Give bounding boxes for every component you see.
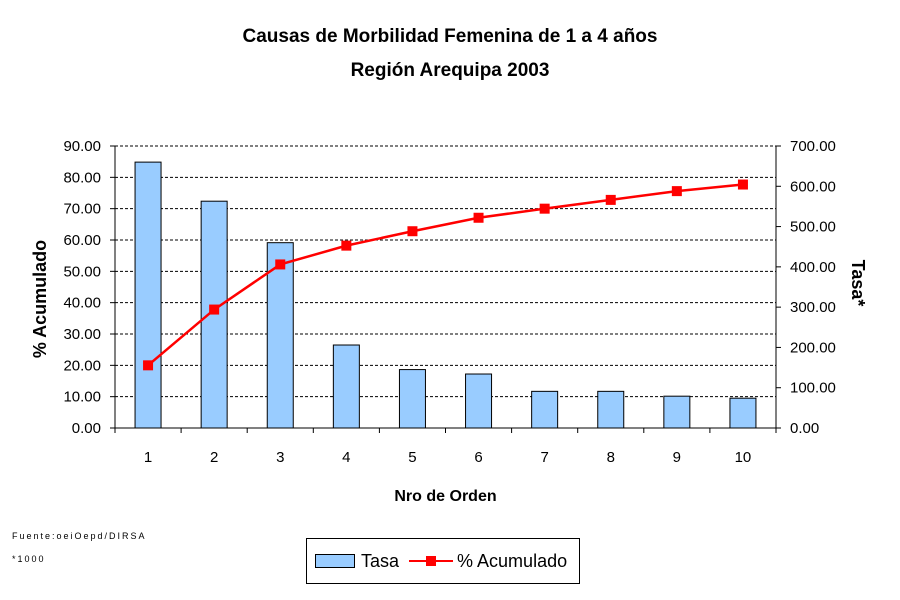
- y-right-tick-label: 600.00: [790, 178, 836, 195]
- legend-label-acumulado: % Acumulado: [457, 550, 568, 571]
- x-axis-title: Nro de Orden: [394, 488, 496, 505]
- bar-tasa: [465, 373, 493, 429]
- y-left-tick-label: 40.00: [63, 295, 101, 312]
- x-tick-label: 10: [735, 449, 752, 466]
- y-left-tick-label: 70.00: [63, 201, 101, 218]
- marker-acumulado: [275, 259, 286, 270]
- chart-subtitle: Región Arequipa 2003: [350, 60, 550, 81]
- bar-tasa: [200, 200, 228, 429]
- y-left-tick-label: 20.00: [63, 357, 101, 374]
- y-right-tick-label: 200.00: [790, 339, 836, 356]
- x-tick-label: 3: [276, 449, 284, 466]
- y-left-tick-label: 80.00: [63, 169, 101, 186]
- y-left-tick-label: 0.00: [72, 420, 101, 437]
- y-right-tick-label: 0.00: [790, 420, 819, 437]
- bar-tasa: [134, 161, 162, 429]
- marker-acumulado: [143, 360, 154, 371]
- marker-acumulado: [473, 212, 484, 223]
- y-axis-title-right: Tasa*: [848, 260, 868, 307]
- legend-label-tasa: Tasa: [361, 550, 400, 571]
- y-left-tick-label: 60.00: [63, 232, 101, 249]
- bar-tasa: [531, 390, 559, 429]
- marker-acumulado: [605, 194, 616, 205]
- source-note: Fuente:oeiOepd/DIRSA: [12, 531, 147, 541]
- y-right-tick-label: 400.00: [790, 259, 836, 276]
- y-left-tick-label: 90.00: [63, 138, 101, 155]
- footnote: *1000: [12, 554, 46, 564]
- y-left-tick-label: 10.00: [63, 389, 101, 406]
- y-left-tick-label: 30.00: [63, 326, 101, 343]
- x-tick-label: 1: [144, 449, 152, 466]
- x-tick-label: 4: [342, 449, 350, 466]
- line-acumulado: [147, 183, 744, 367]
- marker-acumulado: [737, 179, 748, 190]
- y-right-tick-label: 700.00: [790, 138, 836, 155]
- bar-tasa: [663, 395, 691, 429]
- y-left-tick-label: 50.00: [63, 263, 101, 280]
- bar-tasa: [729, 397, 757, 429]
- legend-swatch-tasa: [315, 554, 355, 568]
- y-right-tick-label: 500.00: [790, 219, 836, 236]
- marker-acumulado: [341, 240, 352, 251]
- y-right-tick-label: 300.00: [790, 299, 836, 316]
- legend-swatch-acumulado: [409, 554, 454, 568]
- marker-acumulado: [671, 186, 682, 197]
- marker-acumulado: [407, 226, 418, 237]
- x-tick-label: 2: [210, 449, 218, 466]
- x-tick-label: 8: [607, 449, 615, 466]
- chart-title: Causas de Morbilidad Femenina de 1 a 4 a…: [242, 26, 658, 47]
- x-tick-label: 6: [474, 449, 482, 466]
- bar-tasa: [332, 344, 360, 429]
- marker-acumulado: [209, 304, 220, 315]
- legend: Tasa % Acumulado: [306, 538, 580, 584]
- y-axis-title-left: % Acumulado: [30, 240, 50, 358]
- bar-tasa: [398, 369, 426, 429]
- x-tick-label: 7: [540, 449, 548, 466]
- marker-acumulado: [539, 203, 550, 214]
- y-right-tick-label: 100.00: [790, 380, 836, 397]
- x-tick-label: 9: [673, 449, 681, 466]
- x-tick-label: 5: [408, 449, 416, 466]
- bar-tasa: [597, 390, 625, 429]
